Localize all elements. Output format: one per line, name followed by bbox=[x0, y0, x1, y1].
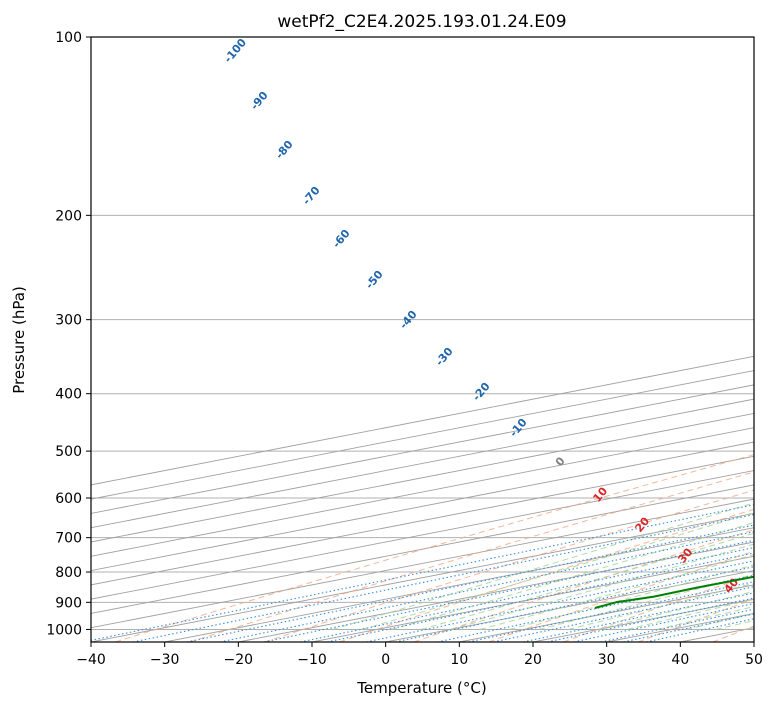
isotherm-line bbox=[91, 427, 754, 557]
isotherm-line bbox=[91, 455, 754, 586]
x-axis-label: Temperature (°C) bbox=[356, 679, 486, 697]
dry-adiabat-line bbox=[114, 454, 754, 642]
isotherm-line bbox=[91, 484, 754, 614]
x-tick-label: 30 bbox=[598, 652, 616, 668]
isotherm-line bbox=[91, 412, 754, 543]
dry-adiabat-line bbox=[189, 471, 754, 642]
dry-adiabat-line bbox=[563, 573, 754, 642]
y-axis-label: Pressure (hPa) bbox=[10, 286, 28, 394]
mixing-ratio-line bbox=[437, 574, 754, 642]
mixing-ratio-line bbox=[326, 552, 754, 642]
x-tick-label: 10 bbox=[450, 652, 468, 668]
y-tick-label: 1000 bbox=[46, 622, 82, 638]
plot-frame bbox=[90, 36, 755, 643]
x-tick-label: −20 bbox=[224, 652, 254, 668]
thermodynamic-background-lines bbox=[91, 355, 754, 642]
mixing-ratio-line bbox=[395, 566, 754, 642]
dry-adiabat-line bbox=[339, 508, 754, 642]
isotherm-line bbox=[91, 498, 754, 629]
y-tick-label: 300 bbox=[55, 313, 82, 329]
mixing-ratio-line bbox=[263, 539, 754, 642]
dry-adiabat-line bbox=[637, 598, 754, 642]
x-axis-ticks: −40 −30 −20 −10 0 10 20 30 40 50 bbox=[76, 642, 763, 668]
x-tick-label: 20 bbox=[524, 652, 542, 668]
y-tick-label: 600 bbox=[55, 491, 82, 507]
isotherm-line bbox=[164, 527, 754, 642]
x-tick-label: 50 bbox=[745, 652, 763, 668]
x-tick-label: −10 bbox=[297, 652, 327, 668]
x-tick-label: 40 bbox=[671, 652, 689, 668]
mixing-ratio-line bbox=[132, 513, 754, 642]
y-tick-label: 700 bbox=[55, 531, 82, 547]
moist-adiabat-line bbox=[391, 522, 754, 630]
y-tick-label: 500 bbox=[55, 444, 82, 460]
isotherm-line bbox=[91, 512, 754, 642]
y-tick-label: 400 bbox=[55, 387, 82, 403]
moist-adiabat-line bbox=[568, 582, 754, 630]
y-tick-label: 100 bbox=[55, 30, 82, 46]
y-tick-label: 800 bbox=[55, 565, 82, 581]
isotherm-line bbox=[91, 441, 754, 572]
chart-title: wetPf2_C2E4.2025.193.01.24.E09 bbox=[277, 12, 566, 32]
x-tick-label: −40 bbox=[76, 652, 106, 668]
mixing-ratio-line bbox=[366, 560, 754, 642]
dry-adiabat-line bbox=[413, 529, 754, 642]
x-tick-label: −30 bbox=[150, 652, 180, 668]
y-tick-label: 900 bbox=[55, 595, 82, 611]
moist-adiabat-line bbox=[479, 554, 754, 630]
y-tick-label: 200 bbox=[55, 208, 82, 224]
x-tick-label: 0 bbox=[381, 652, 390, 668]
isotherm-line bbox=[91, 470, 754, 600]
moist-adiabat-line bbox=[420, 532, 754, 630]
y-axis-ticks: 100 200 300 400 500 600 700 800 900 1000 bbox=[46, 30, 91, 638]
moist-adiabat-line bbox=[509, 564, 754, 630]
